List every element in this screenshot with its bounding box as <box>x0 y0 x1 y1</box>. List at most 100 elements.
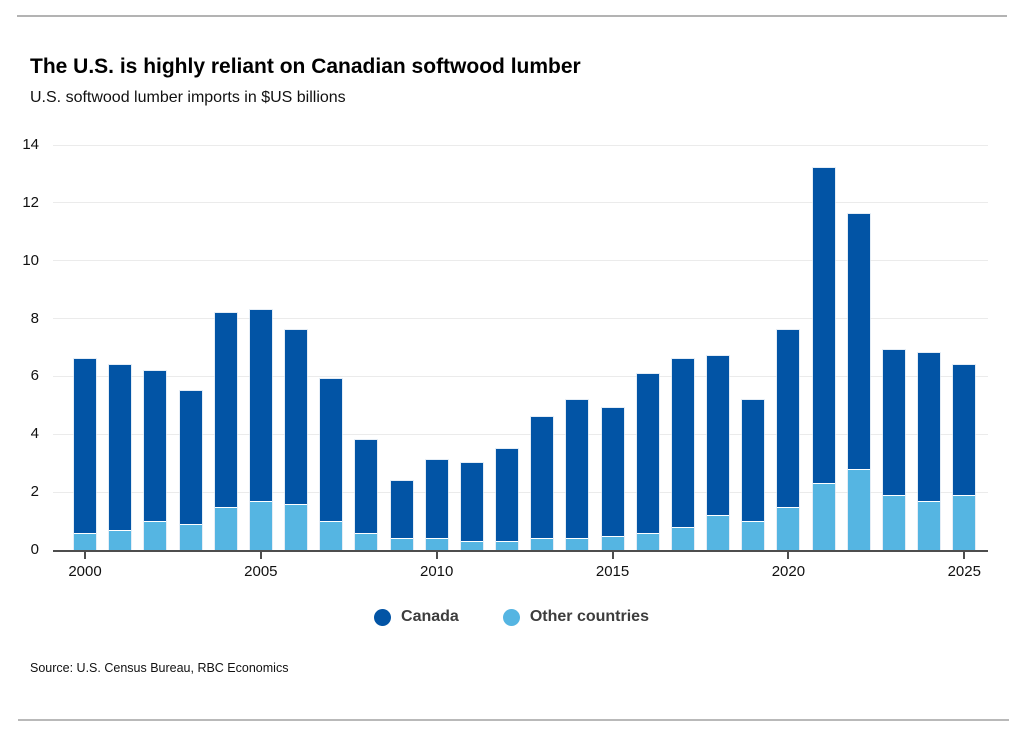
bar-segment-canada-2004 <box>214 312 237 507</box>
y-tick-label-14: 14 <box>22 136 39 153</box>
bar-segment-other-2013 <box>531 538 554 550</box>
bar-2007 <box>320 379 343 550</box>
bar-2014 <box>566 399 589 550</box>
y-tick-label-12: 12 <box>22 193 39 211</box>
bar-segment-canada-2020 <box>777 330 800 507</box>
stacked-bar-chart: 0 2 4 6 8 10 12 14 2000 2005 2010 2015 2020 2025 <box>0 137 988 580</box>
bar-segment-canada-2016 <box>636 373 659 533</box>
bar-segment-canada-2018 <box>707 356 730 516</box>
bottom-divider <box>18 719 1009 721</box>
bar-2009 <box>390 480 413 550</box>
gridline-10 <box>53 260 988 262</box>
bar-segment-other-2016 <box>636 532 659 550</box>
bar-segment-other-2003 <box>179 523 202 550</box>
gridline-8 <box>53 318 988 320</box>
bar-segment-other-2000 <box>74 532 96 550</box>
bar-segment-other-2011 <box>460 541 483 550</box>
x-tick-2015 <box>611 552 614 559</box>
bar-2005 <box>249 309 272 550</box>
bar-segment-other-2007 <box>320 521 343 550</box>
bar-segment-canada-2014 <box>566 399 589 539</box>
gridline-4 <box>53 433 988 435</box>
bar-2012 <box>496 448 519 550</box>
bar-segment-canada-2005 <box>249 309 272 501</box>
canada-swatch-icon <box>374 608 392 626</box>
bar-segment-other-2024 <box>918 500 941 550</box>
bar-2024 <box>918 353 941 550</box>
bar-segment-other-2008 <box>355 532 378 550</box>
bar-segment-canada-2021 <box>812 168 835 484</box>
x-tick-2000 <box>84 552 86 559</box>
bar-segment-canada-2002 <box>144 370 167 522</box>
bar-2008 <box>355 440 378 550</box>
bar-segment-canada-2012 <box>496 448 519 542</box>
bar-2002 <box>144 370 167 550</box>
x-tick-label-2005: 2005 <box>244 563 278 580</box>
bar-segment-canada-2001 <box>109 364 132 530</box>
source-note: Source: U.S. Census Bureau, RBC Economic… <box>30 661 289 675</box>
bar-2010 <box>425 460 448 550</box>
bar-2013 <box>531 416 554 550</box>
bar-segment-canada-2015 <box>601 408 624 536</box>
x-tick-2020 <box>787 552 790 559</box>
bar-segment-other-2020 <box>777 506 800 550</box>
bar-segment-canada-2010 <box>425 460 448 539</box>
bar-2021 <box>812 168 835 550</box>
bar-segment-canada-2017 <box>671 359 694 527</box>
bar-2023 <box>882 350 905 550</box>
bar-segment-other-2018 <box>707 515 730 550</box>
bar-2006 <box>285 330 308 550</box>
x-tick-label-2025: 2025 <box>947 563 981 580</box>
y-tick-label-6: 6 <box>30 367 39 385</box>
x-tick-label-2000: 2000 <box>68 563 102 580</box>
legend-item-other-countries: Other countries <box>502 608 649 626</box>
gridline-14 <box>53 144 988 146</box>
y-tick-label-2: 2 <box>30 483 39 501</box>
bar-segment-other-2004 <box>214 506 237 550</box>
bar-segment-canada-2025 <box>953 364 976 496</box>
bar-segment-canada-2022 <box>847 214 870 469</box>
y-tick-label-4: 4 <box>30 425 39 443</box>
bar-segment-canada-2013 <box>531 416 554 539</box>
legend-label-other-countries: Other countries <box>529 608 649 625</box>
bar-2017 <box>671 359 694 550</box>
bar-2001 <box>109 364 132 550</box>
x-axis-line <box>53 550 988 552</box>
chart-legend: Canada Other countries <box>0 608 1023 626</box>
bar-segment-other-2009 <box>390 538 413 550</box>
x-tick-2010 <box>435 552 438 559</box>
y-tick-label-8: 8 <box>30 309 39 327</box>
bar-segment-other-2023 <box>882 495 905 550</box>
bar-segment-other-2022 <box>847 469 870 550</box>
bar-2022 <box>847 214 870 550</box>
other-countries-swatch-icon <box>502 608 520 626</box>
x-tick-2005 <box>259 552 262 559</box>
x-tick-label-2015: 2015 <box>595 563 630 580</box>
top-divider <box>17 15 1007 17</box>
x-tick-label-2010: 2010 <box>420 563 454 580</box>
bar-segment-canada-2024 <box>918 353 941 501</box>
bar-2019 <box>742 399 765 550</box>
bar-2016 <box>636 373 659 550</box>
bar-segment-other-2005 <box>249 500 272 550</box>
y-tick-label-0: 0 <box>30 541 39 558</box>
legend-item-canada: Canada <box>374 608 459 626</box>
y-axis: 0 2 4 6 8 10 12 14 <box>0 137 46 558</box>
bar-segment-other-2017 <box>671 526 694 550</box>
bar-segment-other-2015 <box>601 535 624 550</box>
x-tick-label-2020: 2020 <box>771 563 806 580</box>
bar-2015 <box>601 408 624 550</box>
plot-area <box>53 144 988 550</box>
bar-segment-other-2021 <box>812 483 835 550</box>
bar-segment-canada-2008 <box>355 440 378 533</box>
bar-segment-other-2002 <box>144 521 167 550</box>
bar-segment-canada-2000 <box>74 359 96 533</box>
chart-title: The U.S. is highly reliant on Canadian s… <box>30 55 581 78</box>
bar-segment-canada-2023 <box>882 350 905 496</box>
bar-segment-canada-2007 <box>320 379 343 522</box>
bar-segment-canada-2019 <box>742 399 765 522</box>
bar-segment-canada-2006 <box>285 330 308 504</box>
bar-2018 <box>707 356 730 550</box>
bar-segment-other-2012 <box>496 541 519 550</box>
